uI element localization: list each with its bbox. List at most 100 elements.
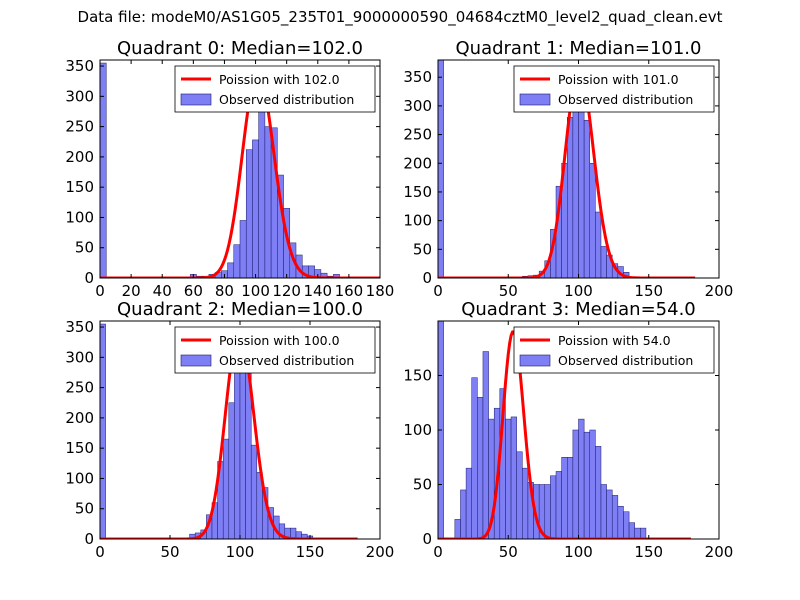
quadrant-3-panel: 0 50 100 150 200 0 50 100 150 Quadrant 3: Median=…	[403, 299, 733, 561]
histogram-bar	[578, 99, 585, 278]
legend-bar-label: Observed distribution	[219, 353, 354, 368]
histogram-bar	[100, 62, 107, 278]
y-tick-label: 50	[75, 239, 94, 257]
histogram-bar	[623, 511, 630, 539]
y-tick-label: 0	[422, 269, 432, 287]
histogram-bar	[628, 522, 635, 539]
histogram-bar	[567, 117, 574, 278]
legend-bar-label: Observed distribution	[558, 353, 693, 368]
histogram-bar	[583, 431, 590, 539]
histogram-bar	[544, 484, 551, 539]
histogram-bar	[438, 60, 444, 278]
x-tick-label: 0	[433, 282, 443, 300]
histogram-bar	[465, 467, 472, 539]
quadrant-0-panel: 0 20 40 60 80 100 120 140 160 1800501001502002503…	[65, 38, 394, 300]
legend-line-label: Poission with 102.0	[219, 72, 340, 87]
y-tick-label: 250	[65, 118, 94, 136]
histogram-bar	[510, 416, 517, 539]
y-tick-label: 100	[403, 212, 432, 230]
histogram-bar	[505, 418, 512, 539]
x-tick-label: 50	[160, 543, 179, 561]
histogram-bar	[617, 506, 624, 539]
x-tick-label: 60	[184, 282, 203, 300]
histogram-bar	[460, 489, 467, 539]
histogram-bar	[572, 429, 579, 539]
y-tick-label: 350	[65, 57, 94, 75]
histogram-bar	[264, 126, 272, 278]
histogram-bar	[239, 351, 246, 539]
y-tick-label: 300	[65, 348, 94, 366]
x-tick-label: 200	[366, 543, 395, 561]
x-tick-label: 160	[335, 282, 364, 300]
x-tick-label: 0	[95, 282, 105, 300]
y-tick-label: 0	[422, 530, 432, 548]
x-tick-label: 120	[272, 282, 301, 300]
poisson-fit-line	[100, 328, 358, 539]
histogram-bar	[250, 444, 258, 539]
histogram-bar	[611, 495, 619, 539]
histogram-bar	[567, 457, 574, 539]
legend: Poission with 102.0 Observed distribution	[174, 65, 376, 113]
x-tick-label: 50	[499, 543, 518, 561]
y-tick-label: 50	[413, 476, 432, 494]
x-tick-label: 180	[366, 282, 395, 300]
histogram-bar	[471, 377, 478, 539]
x-tick-label: 20	[122, 282, 141, 300]
y-tick-label: 250	[403, 126, 432, 144]
y-tick-label: 350	[65, 318, 94, 336]
histogram-bar	[640, 527, 647, 539]
x-tick-label: 50	[499, 282, 518, 300]
quadrant-2-panel: 0 50 100 150 200 0 50 100 150 200 250 300 350 Quadran…	[65, 299, 394, 561]
histogram-bar	[589, 163, 596, 278]
y-tick-label: 50	[75, 500, 94, 518]
histogram-bar	[522, 467, 529, 539]
histogram-bar	[595, 446, 602, 539]
legend-bar-swatch	[180, 93, 212, 106]
y-tick-label: 350	[403, 68, 432, 86]
x-tick-label: 200	[705, 543, 734, 561]
y-tick-label: 200	[403, 154, 432, 172]
y-tick-label: 150	[65, 439, 94, 457]
histogram-bar	[583, 119, 590, 278]
legend: Poission with 100.0 Observed distribution	[174, 326, 376, 374]
histogram-bars	[100, 323, 314, 539]
x-tick-label: 200	[705, 282, 734, 300]
histogram-bar	[222, 438, 230, 539]
y-tick-label: 100	[403, 421, 432, 439]
legend-bar-swatch	[180, 354, 212, 367]
histogram-bar	[228, 402, 235, 539]
y-tick-label: 0	[84, 269, 94, 287]
histogram-bar	[239, 220, 247, 278]
x-tick-label: 100	[564, 282, 593, 300]
legend: Poission with 54.0 Observed distribution	[513, 326, 715, 374]
histogram-bar	[595, 211, 602, 278]
x-tick-label: 0	[95, 543, 105, 561]
histogram-bar	[477, 397, 484, 539]
histogram-bar	[561, 457, 568, 539]
legend-bar-swatch	[519, 93, 551, 106]
panel-title: Quadrant 1: Median=101.0	[456, 38, 702, 59]
histogram-bar	[100, 323, 106, 539]
legend-bar-swatch	[519, 354, 551, 367]
histogram-bar	[333, 274, 340, 278]
histogram-bar	[233, 244, 241, 278]
y-tick-label: 200	[65, 148, 94, 166]
y-tick-label: 300	[403, 97, 432, 115]
y-tick-label: 300	[65, 87, 94, 105]
histogram-bar	[550, 475, 557, 539]
figure-suptitle: Data file: modeM0/AS1G05_235T01_90000005…	[77, 8, 723, 26]
legend-bar-label: Observed distribution	[219, 92, 354, 107]
y-tick-label: 150	[403, 367, 432, 385]
legend-line-label: Poission with 101.0	[558, 72, 679, 87]
quadrant-1-panel: 0 50 100 150 200 0 50 100 150 200 250 300 350 Quadran…	[403, 38, 733, 300]
histogram-bar	[600, 246, 607, 278]
histogram-bar	[258, 85, 266, 278]
x-tick-label: 100	[564, 543, 593, 561]
x-tick-label: 80	[215, 282, 234, 300]
histogram-bar	[578, 418, 585, 539]
histogram-bar	[634, 527, 641, 539]
y-tick-label: 200	[65, 409, 94, 427]
y-tick-label: 250	[65, 379, 94, 397]
panel-title: Quadrant 2: Median=100.0	[117, 299, 363, 320]
